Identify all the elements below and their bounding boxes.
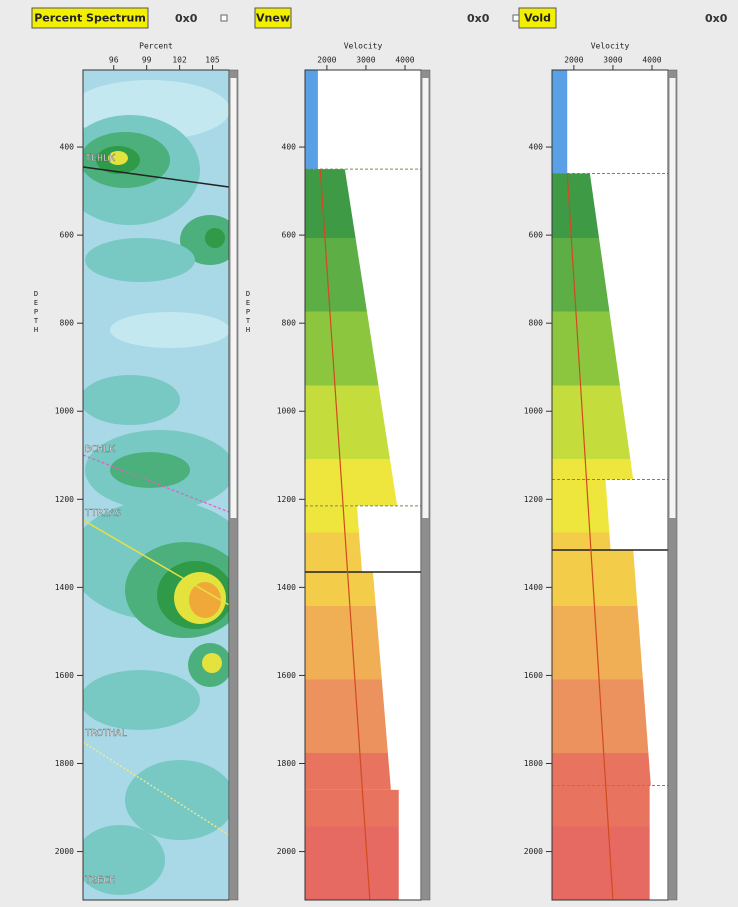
x-tick-label: 99 [142, 56, 152, 65]
horizon-label: BCHLK [85, 444, 115, 455]
x-tick-label: 4000 [395, 56, 414, 65]
y-axis-label: DEPTH [244, 290, 252, 335]
y-tick-label: 1200 [277, 495, 296, 504]
panel-size: 0x0 [175, 12, 198, 25]
y-tick-label: 800 [282, 319, 297, 328]
x-tick-label: 4000 [642, 56, 661, 65]
y-tick-label: 1200 [55, 495, 74, 504]
horizon-label: TCHLK [85, 153, 115, 164]
panel-size: 0x0 [467, 12, 490, 25]
y-tick-label: 400 [60, 143, 75, 152]
panel-option-box [513, 15, 519, 21]
panel-title: Vold [524, 12, 551, 25]
water-layer [305, 70, 318, 169]
y-tick-label: 400 [282, 143, 297, 152]
x-tick-label: 105 [205, 56, 220, 65]
x-tick-label: 2000 [564, 56, 583, 65]
x-axis-label: Velocity [344, 42, 383, 51]
horizon-label: TROTHAL [85, 728, 127, 739]
scrollbar-thumb [231, 78, 237, 518]
y-tick-label: 1000 [524, 407, 543, 416]
x-tick-label: 3000 [603, 56, 622, 65]
y-tick-label: 2000 [55, 847, 74, 856]
y-tick-label: 1800 [55, 759, 74, 768]
y-tick-label: 400 [529, 143, 544, 152]
y-axis-label: DEPTH [32, 290, 40, 335]
y-tick-label: 1000 [277, 407, 296, 416]
velocity-layer [552, 479, 611, 549]
y-tick-label: 2000 [524, 847, 543, 856]
y-tick-label: 1600 [277, 671, 296, 680]
panel-title: Vnew [256, 12, 290, 25]
panel-title: Percent Spectrum [34, 12, 146, 25]
x-tick-label: 2000 [317, 56, 336, 65]
panel-option-box [221, 15, 227, 21]
y-tick-label: 2000 [277, 847, 296, 856]
y-tick-label: 600 [282, 231, 297, 240]
velocity-layer [305, 790, 399, 900]
x-tick-label: 3000 [356, 56, 375, 65]
scrollbar-thumb [670, 78, 676, 518]
y-tick-label: 800 [529, 319, 544, 328]
x-tick-label: 102 [172, 56, 187, 65]
percent-spectrum-image [60, 70, 250, 900]
y-tick-label: 800 [60, 319, 75, 328]
water-layer [552, 70, 567, 173]
y-tick-label: 1600 [524, 671, 543, 680]
app-window: TCHLK BCHLK TTRIAS TROTHAL T2ECH Percent… [0, 0, 738, 907]
y-tick-label: 1800 [277, 759, 296, 768]
y-tick-label: 1200 [524, 495, 543, 504]
velocity-layer [552, 786, 650, 900]
horizon-label: TTRIAS [85, 508, 121, 519]
y-tick-label: 600 [60, 231, 75, 240]
y-tick-label: 1800 [524, 759, 543, 768]
x-axis-label: Percent [139, 42, 173, 51]
y-tick-label: 600 [529, 231, 544, 240]
y-tick-label: 1400 [277, 583, 296, 592]
panel-size: 0x0 [705, 12, 728, 25]
velocity-layer [305, 506, 362, 572]
y-tick-label: 1000 [55, 407, 74, 416]
x-tick-label: 96 [109, 56, 119, 65]
y-tick-label: 1600 [55, 671, 74, 680]
y-tick-label: 1400 [55, 583, 74, 592]
scrollbar-thumb [423, 78, 429, 518]
y-tick-label: 1400 [524, 583, 543, 592]
horizon-label: T2ECH [85, 875, 115, 886]
x-axis-label: Velocity [591, 42, 630, 51]
